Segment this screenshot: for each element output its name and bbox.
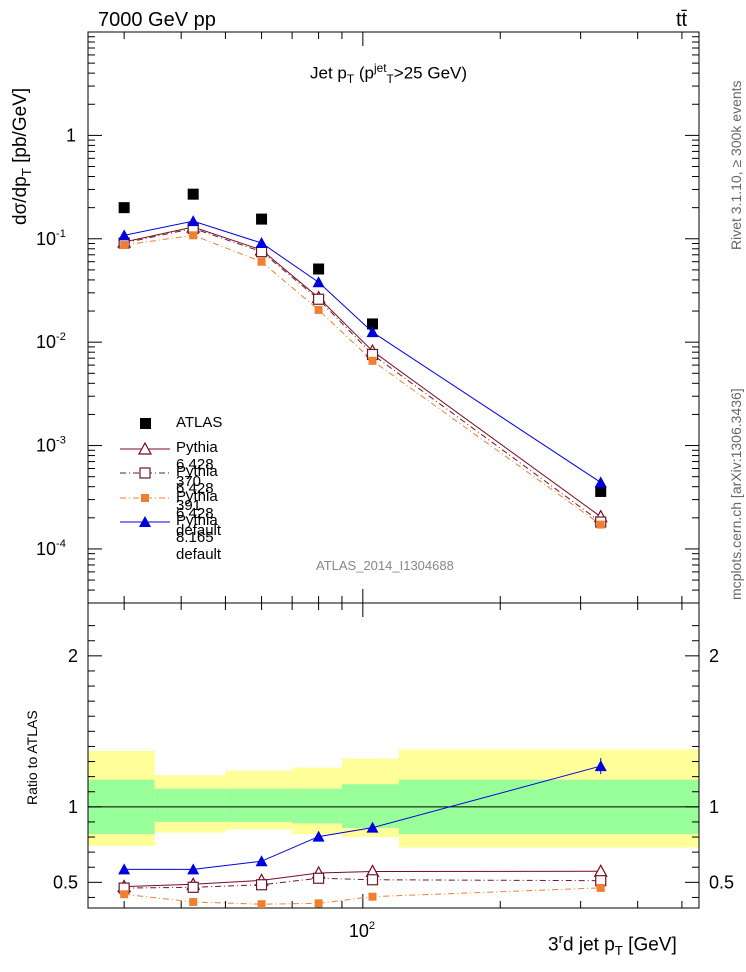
process-label: tt̄ xyxy=(676,9,688,31)
ratio-y-tick-label-right-2: 2 xyxy=(709,646,719,666)
ratio-series-group xyxy=(117,760,608,908)
main-point-s4-4 xyxy=(366,326,379,338)
legend-label-atlas: ATLAS xyxy=(176,414,223,431)
ratio-series-line-2 xyxy=(124,887,601,905)
legend-label-pythia6-default: Pythia 6.428 default xyxy=(176,487,222,539)
main-y-tick-exp-0: -4 xyxy=(56,538,66,550)
main-y-tick-exp-3: -1 xyxy=(56,228,66,240)
legend-marker-pythia6-default xyxy=(120,493,170,502)
main-point-s4-1 xyxy=(187,215,200,227)
main-point-s0-5 xyxy=(595,485,607,497)
main-point-s4-3 xyxy=(312,276,325,288)
ratio-y-tick-label-1: 1 xyxy=(68,797,78,817)
ratio-band-inner-2 xyxy=(225,788,293,822)
x-axis-label: 3rd jet pT [GeV] xyxy=(548,931,677,959)
main-point-s3-1 xyxy=(189,231,198,240)
legend-label-pythia6-370: Pythia 6.428 370 xyxy=(176,438,218,490)
main-point-s4-0 xyxy=(118,229,131,241)
main-series-line-2 xyxy=(124,227,602,523)
main-point-s3-4 xyxy=(368,356,377,365)
ratio-point-s3-1 xyxy=(187,863,200,875)
ratio-point-s1-2 xyxy=(255,879,268,891)
ratio-point-s1-4 xyxy=(366,874,379,886)
ratio-series-line-3 xyxy=(124,765,601,870)
main-point-s4-2 xyxy=(255,237,268,249)
main-point-s0-1 xyxy=(187,188,199,200)
ratio-y-tick-label-2: 2 xyxy=(68,646,78,666)
main-y-tick-exp-1: -3 xyxy=(56,435,66,447)
main-point-s2-3 xyxy=(312,293,325,305)
main-series-line-1 xyxy=(124,226,602,518)
main-point-s3-0 xyxy=(120,241,129,250)
ratio-point-s2-4 xyxy=(368,892,377,901)
x-tick-label-100-exp: 2 xyxy=(369,920,375,932)
ratio-point-s2-1 xyxy=(189,897,198,906)
main-point-s3-5 xyxy=(596,520,605,529)
main-y-tick-label-3: 10-1 xyxy=(36,228,66,249)
main-point-s4-5 xyxy=(594,476,607,488)
energy-label: 7000 GeV pp xyxy=(98,9,216,31)
legend-marker-pythia8-default xyxy=(120,516,170,527)
x-tick-label-100: 102 xyxy=(349,920,375,941)
main-series-line-3 xyxy=(124,234,602,525)
main-point-s0-4 xyxy=(367,318,379,330)
main-y-tick-exp-2: -2 xyxy=(56,331,66,343)
legend-marker-pythia6-391 xyxy=(120,467,170,479)
ratio-point-s1-1 xyxy=(187,881,199,893)
ratio-series-line-1 xyxy=(124,877,601,889)
main-point-s3-3 xyxy=(314,305,323,314)
ratio-point-s2-2 xyxy=(257,900,266,908)
legend-marker-atlas xyxy=(140,418,151,429)
legend-marker-pythia6-370 xyxy=(120,441,170,455)
ratio-y-tick-label-right-1: 1 xyxy=(709,797,719,817)
legend-label-pythia8-default: Pythia 8.165 default xyxy=(176,512,222,563)
plot-title: Jet pT (pjetT>25 GeV) xyxy=(310,61,468,87)
main-series-line-4 xyxy=(124,220,602,483)
ratio-band-inner-1 xyxy=(154,788,226,822)
main-point-s3-2 xyxy=(257,257,266,266)
main-y-tick-label-2: 10-2 xyxy=(36,331,66,352)
ratio-y-tick-label-0: 0.5 xyxy=(53,872,78,892)
ratio-point-s2-0 xyxy=(120,890,129,899)
ratio-point-s3-2 xyxy=(255,855,268,867)
legend-label-pythia6-391: Pythia 6.428 391 xyxy=(176,463,218,514)
ratio-point-s3-0 xyxy=(118,863,131,875)
main-y-tick-label-0: 10-4 xyxy=(36,538,66,559)
main-point-s0-2 xyxy=(256,213,268,225)
main-y-tick-label-1: 10-3 xyxy=(36,435,66,456)
ratio-band-inner-4 xyxy=(341,784,399,828)
main-point-s0-3 xyxy=(313,263,325,275)
ratio-point-s1-3 xyxy=(312,872,325,884)
ratio-y-tick-label-right-0: 0.5 xyxy=(709,872,734,892)
ratio-point-s2-3 xyxy=(314,899,323,908)
ratio-point-s0-5 xyxy=(593,864,608,877)
ratio-series-line-0 xyxy=(124,870,601,888)
ratio-point-s3-4 xyxy=(366,821,379,833)
main-point-s0-0 xyxy=(118,202,130,214)
ratio-point-s2-5 xyxy=(596,883,605,892)
ratio-plot-frame xyxy=(87,602,700,909)
main-y-tick-label-4: 1 xyxy=(66,125,76,145)
analysis-label: ATLAS_2014_I1304688 xyxy=(316,558,454,573)
main-point-s2-2 xyxy=(255,246,268,258)
ratio-band-inner-3 xyxy=(292,788,342,824)
ratio-point-s3-3 xyxy=(312,830,325,842)
